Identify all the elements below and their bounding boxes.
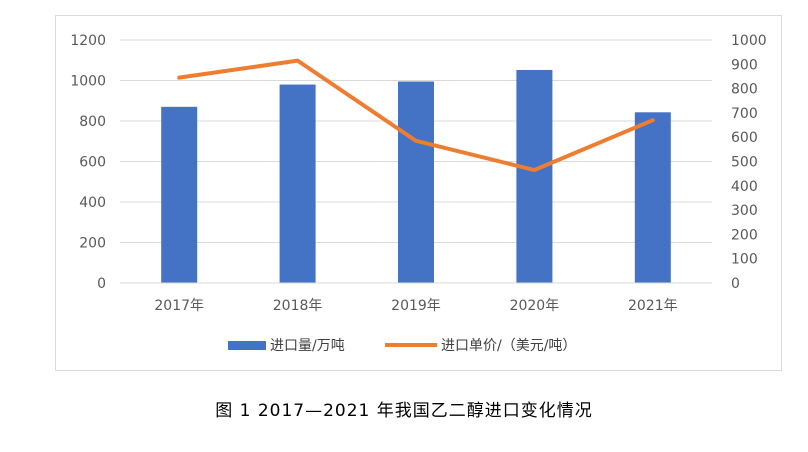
- line-point: [414, 139, 418, 143]
- bar: [279, 84, 316, 283]
- legend-label: 进口单价/（美元/吨）: [441, 338, 576, 354]
- right-tick-label: 200: [731, 227, 758, 243]
- legend: 进口量/万吨 进口单价/（美元/吨）: [228, 338, 576, 354]
- line-point: [532, 168, 536, 172]
- right-tick-label: 900: [731, 57, 758, 73]
- left-tick-label: 600: [79, 155, 106, 171]
- x-tick-label: 2017年: [154, 298, 204, 314]
- x-axis: 2017年 2018年 2019年 2020年 2021年: [120, 282, 712, 314]
- line-point: [651, 118, 655, 122]
- line-series: [177, 58, 655, 173]
- right-tick-label: 100: [731, 252, 758, 268]
- left-tick-label: 1000: [70, 74, 106, 90]
- legend-label: 进口量/万吨: [270, 338, 345, 354]
- left-tick-label: 0: [97, 276, 106, 292]
- right-tick-label: 500: [731, 155, 758, 171]
- right-tick-label: 300: [731, 203, 758, 219]
- x-tick-label: 2019年: [391, 298, 441, 314]
- right-tick-label: 600: [731, 130, 758, 146]
- x-tick-label: 2018年: [273, 298, 323, 314]
- right-tick-label: 400: [731, 179, 758, 195]
- line-point: [177, 76, 181, 80]
- legend-bar-swatch: [228, 341, 266, 350]
- bar: [161, 106, 198, 283]
- figure-caption: 图 1 2017—2021 年我国乙二醇进口变化情况: [215, 401, 593, 421]
- bar: [398, 81, 434, 283]
- left-tick-label: 400: [79, 195, 106, 211]
- right-tick-label: 1000: [731, 33, 767, 49]
- left-axis: 0 200 400 600 800 1000 1200: [70, 33, 106, 292]
- bar-series: [161, 69, 671, 283]
- x-tick-label: 2021年: [628, 298, 678, 314]
- right-axis: 0 100 200 300 400 500 600 700 800 900 1000: [731, 33, 767, 292]
- line-point: [296, 59, 300, 63]
- left-tick-label: 800: [79, 114, 106, 130]
- right-tick-label: 800: [731, 82, 758, 98]
- left-tick-label: 1200: [70, 33, 106, 49]
- x-tick-label: 2020年: [510, 298, 560, 314]
- bar: [634, 112, 671, 283]
- bar: [516, 69, 553, 283]
- right-tick-label: 0: [731, 276, 740, 292]
- left-tick-label: 200: [79, 236, 106, 252]
- right-tick-label: 700: [731, 106, 758, 122]
